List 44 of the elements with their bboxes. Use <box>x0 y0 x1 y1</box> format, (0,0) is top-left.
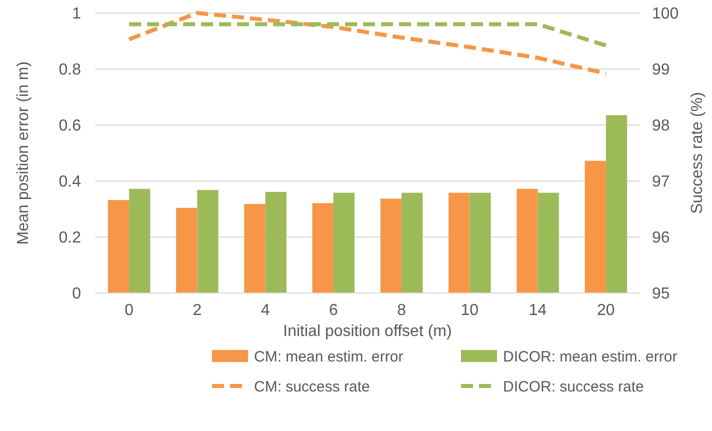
y-tick-label: 0.2 <box>58 230 82 247</box>
x-tick-label: 20 <box>597 302 615 319</box>
bar <box>197 190 218 293</box>
y-tick-label: 0.6 <box>58 118 82 135</box>
bar <box>333 192 355 293</box>
y2-tick-label: 98 <box>652 118 670 135</box>
line-series <box>127 11 608 76</box>
bar <box>380 198 402 293</box>
y-axis-title: Mean position error (in m) <box>15 61 32 245</box>
x-tick-label: 2 <box>192 302 202 319</box>
legend-label: CM: mean estim. error <box>254 348 404 366</box>
bar <box>108 200 130 293</box>
y2-tick-label: 99 <box>652 62 670 79</box>
legend-label: DICOR: success rate <box>503 378 644 396</box>
bar <box>448 192 470 293</box>
bar <box>129 188 150 293</box>
y2-axis-title: Success rate (%) <box>689 92 706 214</box>
x-tick-label: 10 <box>460 302 479 319</box>
x-tick-label: 0 <box>124 302 134 319</box>
y-tick-label: 0 <box>72 286 82 303</box>
bar <box>538 192 559 293</box>
x-tick-label: 6 <box>328 302 338 319</box>
y2-tick-label: 97 <box>652 174 670 191</box>
x-tick-label: 8 <box>397 302 406 319</box>
bar <box>402 192 423 293</box>
y-tick-label: 0.8 <box>58 62 82 79</box>
y2-tick-label: 96 <box>652 230 670 247</box>
y2-tick-label: 100 <box>652 6 679 23</box>
x-tick-label: 14 <box>528 302 547 319</box>
bar <box>584 160 606 293</box>
bar <box>606 115 628 293</box>
legend-label: DICOR: mean estim. error <box>503 348 678 366</box>
y2-tick-label: 95 <box>652 286 670 303</box>
legend-label: CM: success rate <box>254 378 370 396</box>
y-tick-label: 0.4 <box>58 174 82 191</box>
bar <box>516 188 538 293</box>
bar <box>470 192 491 293</box>
x-tick-label: 4 <box>260 302 270 319</box>
bar <box>244 204 266 293</box>
bar <box>265 192 286 293</box>
bar <box>176 208 198 293</box>
bar <box>312 203 334 293</box>
x-axis-title: Initial position offset (m) <box>283 323 452 340</box>
y-tick-label: 1 <box>72 6 82 23</box>
